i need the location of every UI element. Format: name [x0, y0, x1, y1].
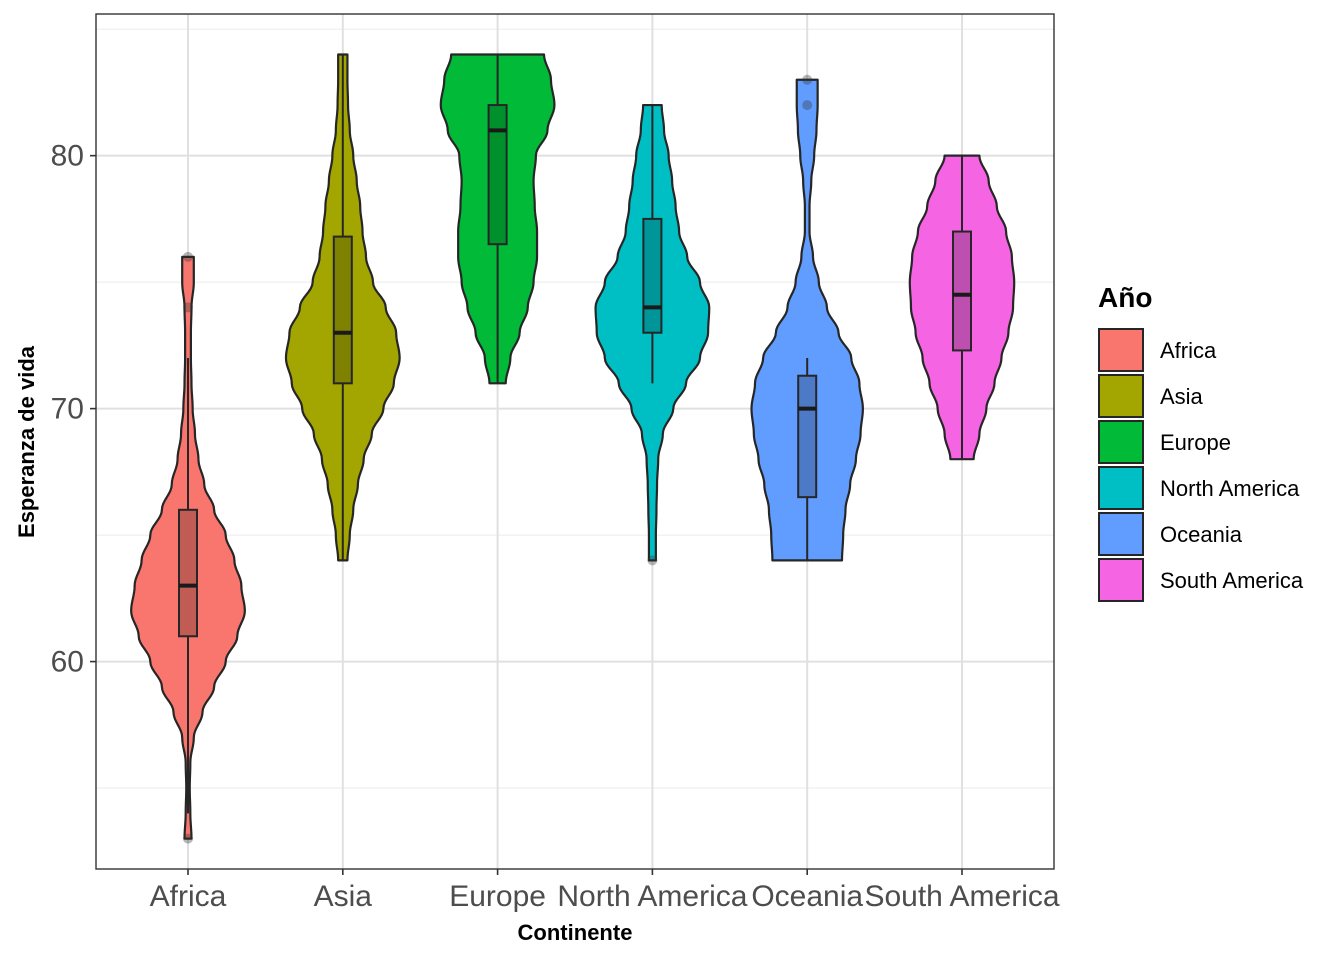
- x-axis-title: Continente: [518, 920, 633, 945]
- violin-group-south-america: [908, 154, 1016, 461]
- axes: 60 70 80 Africa Asia Europe North America Ocean…: [51, 140, 1060, 913]
- box-iqr: [797, 374, 818, 499]
- x-tick-label: Asia: [314, 880, 373, 913]
- y-axis-title: Esperanza de vida: [14, 345, 39, 538]
- violin-group-north-america: [594, 103, 711, 566]
- legend-swatch: [1098, 512, 1144, 556]
- outlier-point: [802, 74, 813, 85]
- violin-group-asia: [284, 53, 401, 562]
- legend-label: North America: [1160, 476, 1300, 501]
- outlier-point: [802, 100, 813, 111]
- violin-shape: [750, 78, 864, 562]
- legend-label: South America: [1160, 568, 1304, 593]
- legend-label: Asia: [1160, 384, 1204, 409]
- plot-panel-border: [95, 13, 1055, 870]
- legend: Año Africa Asia Europe North America Oceania…: [1098, 282, 1304, 602]
- x-tick-label: Africa: [150, 880, 227, 913]
- x-tick-label: Oceania: [751, 880, 863, 913]
- y-tick-label: 70: [51, 393, 84, 426]
- box-iqr: [332, 235, 353, 385]
- y-tick-label: 80: [51, 140, 84, 173]
- legend-label: Europe: [1160, 430, 1231, 455]
- x-tick-label: Europe: [449, 880, 546, 913]
- legend-swatch: [1098, 374, 1144, 418]
- box-iqr: [487, 104, 508, 246]
- violin-group-africa: [130, 251, 246, 844]
- x-tick-label: South America: [864, 880, 1059, 913]
- violin-group-oceania: [750, 74, 864, 562]
- box-iqr: [178, 508, 198, 638]
- legend-swatch: [1098, 328, 1144, 372]
- legend-swatch: [1098, 466, 1144, 510]
- outlier-point: [183, 251, 193, 262]
- legend-label: Africa: [1160, 338, 1217, 363]
- violin-group-europe: [439, 53, 556, 385]
- legend-swatch: [1098, 420, 1144, 464]
- violins: [130, 53, 1016, 844]
- outlier-point: [647, 555, 658, 566]
- x-tick-label: North America: [557, 880, 747, 913]
- outlier-point: [183, 833, 193, 844]
- legend-label: Oceania: [1160, 522, 1243, 547]
- legend-swatch: [1098, 558, 1144, 602]
- outlier-point: [183, 302, 193, 313]
- y-tick-label: 60: [51, 646, 84, 679]
- legend-title: Año: [1098, 282, 1152, 313]
- box-iqr: [642, 217, 663, 334]
- plot-panel-background: [96, 14, 1054, 869]
- box-iqr: [952, 230, 972, 352]
